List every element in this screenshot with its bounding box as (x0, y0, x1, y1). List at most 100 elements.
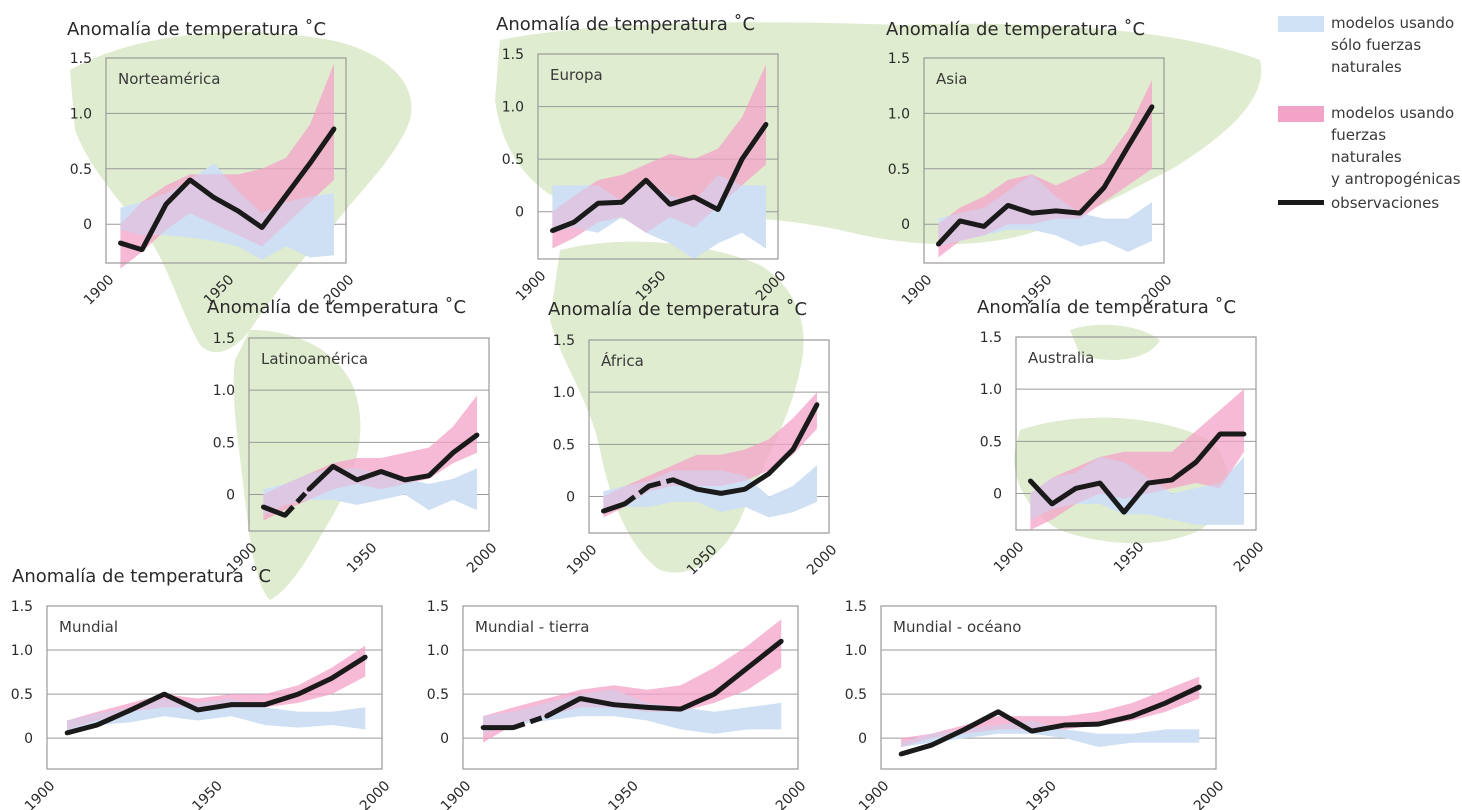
observation-point (611, 702, 617, 708)
observation-segment (648, 477, 674, 489)
plot-frame (248, 337, 490, 532)
chart-title: Anomalía de temperatura ˚C (67, 19, 326, 40)
observation-segment (1065, 721, 1099, 728)
observation-point (643, 177, 649, 183)
observation-segment (1164, 684, 1201, 706)
observation-point (1196, 684, 1202, 690)
x-tick-label: 2000 (804, 542, 841, 579)
observation-point (691, 194, 697, 200)
y-tick-label: 1.0 (427, 643, 449, 659)
legend-item-combined: modelos usando fuerzas naturales y antro… (1278, 104, 1461, 194)
observation-point (1053, 208, 1059, 214)
observation-segment (1028, 479, 1054, 506)
observation-segment (1170, 460, 1198, 482)
observation-point (678, 706, 684, 712)
observation-point (1062, 722, 1068, 728)
y-tick-label: 1.0 (980, 382, 1002, 398)
observation-point (898, 751, 904, 757)
observation-segment (212, 195, 240, 214)
x-tick-label: 1950 (1111, 539, 1148, 576)
observation-point (1145, 480, 1151, 486)
observation-segment (283, 161, 313, 197)
observation-point (378, 469, 384, 474)
y-tick-label: 0 (515, 205, 524, 221)
observation-point (962, 726, 968, 732)
observation-point (474, 432, 480, 438)
observation-segment (163, 691, 199, 713)
observation-segment (263, 691, 300, 708)
observation-segment (900, 742, 932, 757)
observation-segment (1031, 722, 1066, 734)
observation-segment (129, 691, 166, 713)
observation-segment (1098, 481, 1126, 514)
observation-segment (720, 486, 746, 496)
observation-point (766, 471, 772, 476)
x-tick-label: 1900 (991, 539, 1028, 576)
region-label: Latinoamérica (261, 350, 368, 368)
observation-segment (380, 469, 406, 483)
region-label: Mundial (59, 618, 118, 636)
natural-forcing-band (901, 720, 1200, 747)
observation-point (139, 247, 145, 253)
observation-segment (1078, 185, 1106, 215)
observation-segment (597, 199, 623, 206)
observation-point (1193, 459, 1199, 465)
observation-segment (1131, 700, 1167, 719)
observation-point (1129, 713, 1135, 719)
observation-segment (404, 473, 430, 483)
observation-segment (672, 477, 698, 492)
observation-point (742, 486, 748, 492)
observation-point (163, 201, 169, 207)
y-tick-label: 1.5 (70, 51, 92, 67)
x-tick-label: 1900 (513, 268, 550, 305)
observation-segment (959, 218, 985, 229)
observation-segment (96, 707, 132, 728)
observation-segment (644, 178, 672, 207)
combined-forcing-band (938, 80, 1152, 258)
y-tick-label: 1.5 (553, 333, 575, 349)
chart-title: Anomalía de temperatura ˚C (977, 297, 1236, 318)
y-tick-label: 0.5 (888, 162, 910, 178)
x-tick-label: 1900 (438, 778, 475, 810)
region-label: Mundial - océano (893, 618, 1021, 636)
observation-point (778, 638, 784, 644)
observation-point (928, 742, 934, 748)
observation-segment (712, 665, 750, 697)
plot-frame (537, 53, 779, 260)
combined-forcing-band (1030, 389, 1244, 530)
legend-label-observations: observaciones (1331, 194, 1440, 212)
observation-segment (66, 722, 98, 736)
legend-item-natural: modelos usando sólo fuerzas naturales (1278, 14, 1458, 104)
observation-point (667, 201, 673, 207)
observation-point (1029, 210, 1035, 216)
observation-point (981, 224, 987, 229)
x-tick-label: 2000 (464, 540, 501, 577)
observation-point (739, 156, 745, 162)
band-overlap-tint (901, 720, 1200, 747)
chart-panel: 0 0.5 1.0 1.5 1900 1950 2000 Mundial - tierra (427, 599, 810, 810)
y-tick-label: 0.5 (502, 152, 524, 168)
observation-segment (746, 639, 783, 670)
observation-segment (1055, 208, 1081, 216)
y-tick-label: 0.5 (980, 434, 1002, 450)
observation-point (128, 707, 134, 713)
observation-segment (669, 194, 695, 207)
legend-label-combined: modelos usando fuerzas naturales y antro… (1331, 104, 1461, 188)
observation-point (957, 218, 963, 224)
observation-point (259, 225, 265, 230)
observation-segment (545, 696, 582, 719)
observation-segment (307, 127, 337, 165)
region-label: África (601, 351, 644, 370)
observation-segment (936, 219, 962, 246)
observation-point (1217, 431, 1223, 437)
observation-point (619, 199, 625, 205)
y-tick-label: 1.5 (427, 599, 449, 615)
x-tick-label: 2000 (1231, 539, 1268, 576)
observation-point (187, 177, 193, 183)
observation-point (814, 402, 820, 408)
observation-point (329, 675, 335, 681)
plot-frame (1015, 336, 1257, 531)
